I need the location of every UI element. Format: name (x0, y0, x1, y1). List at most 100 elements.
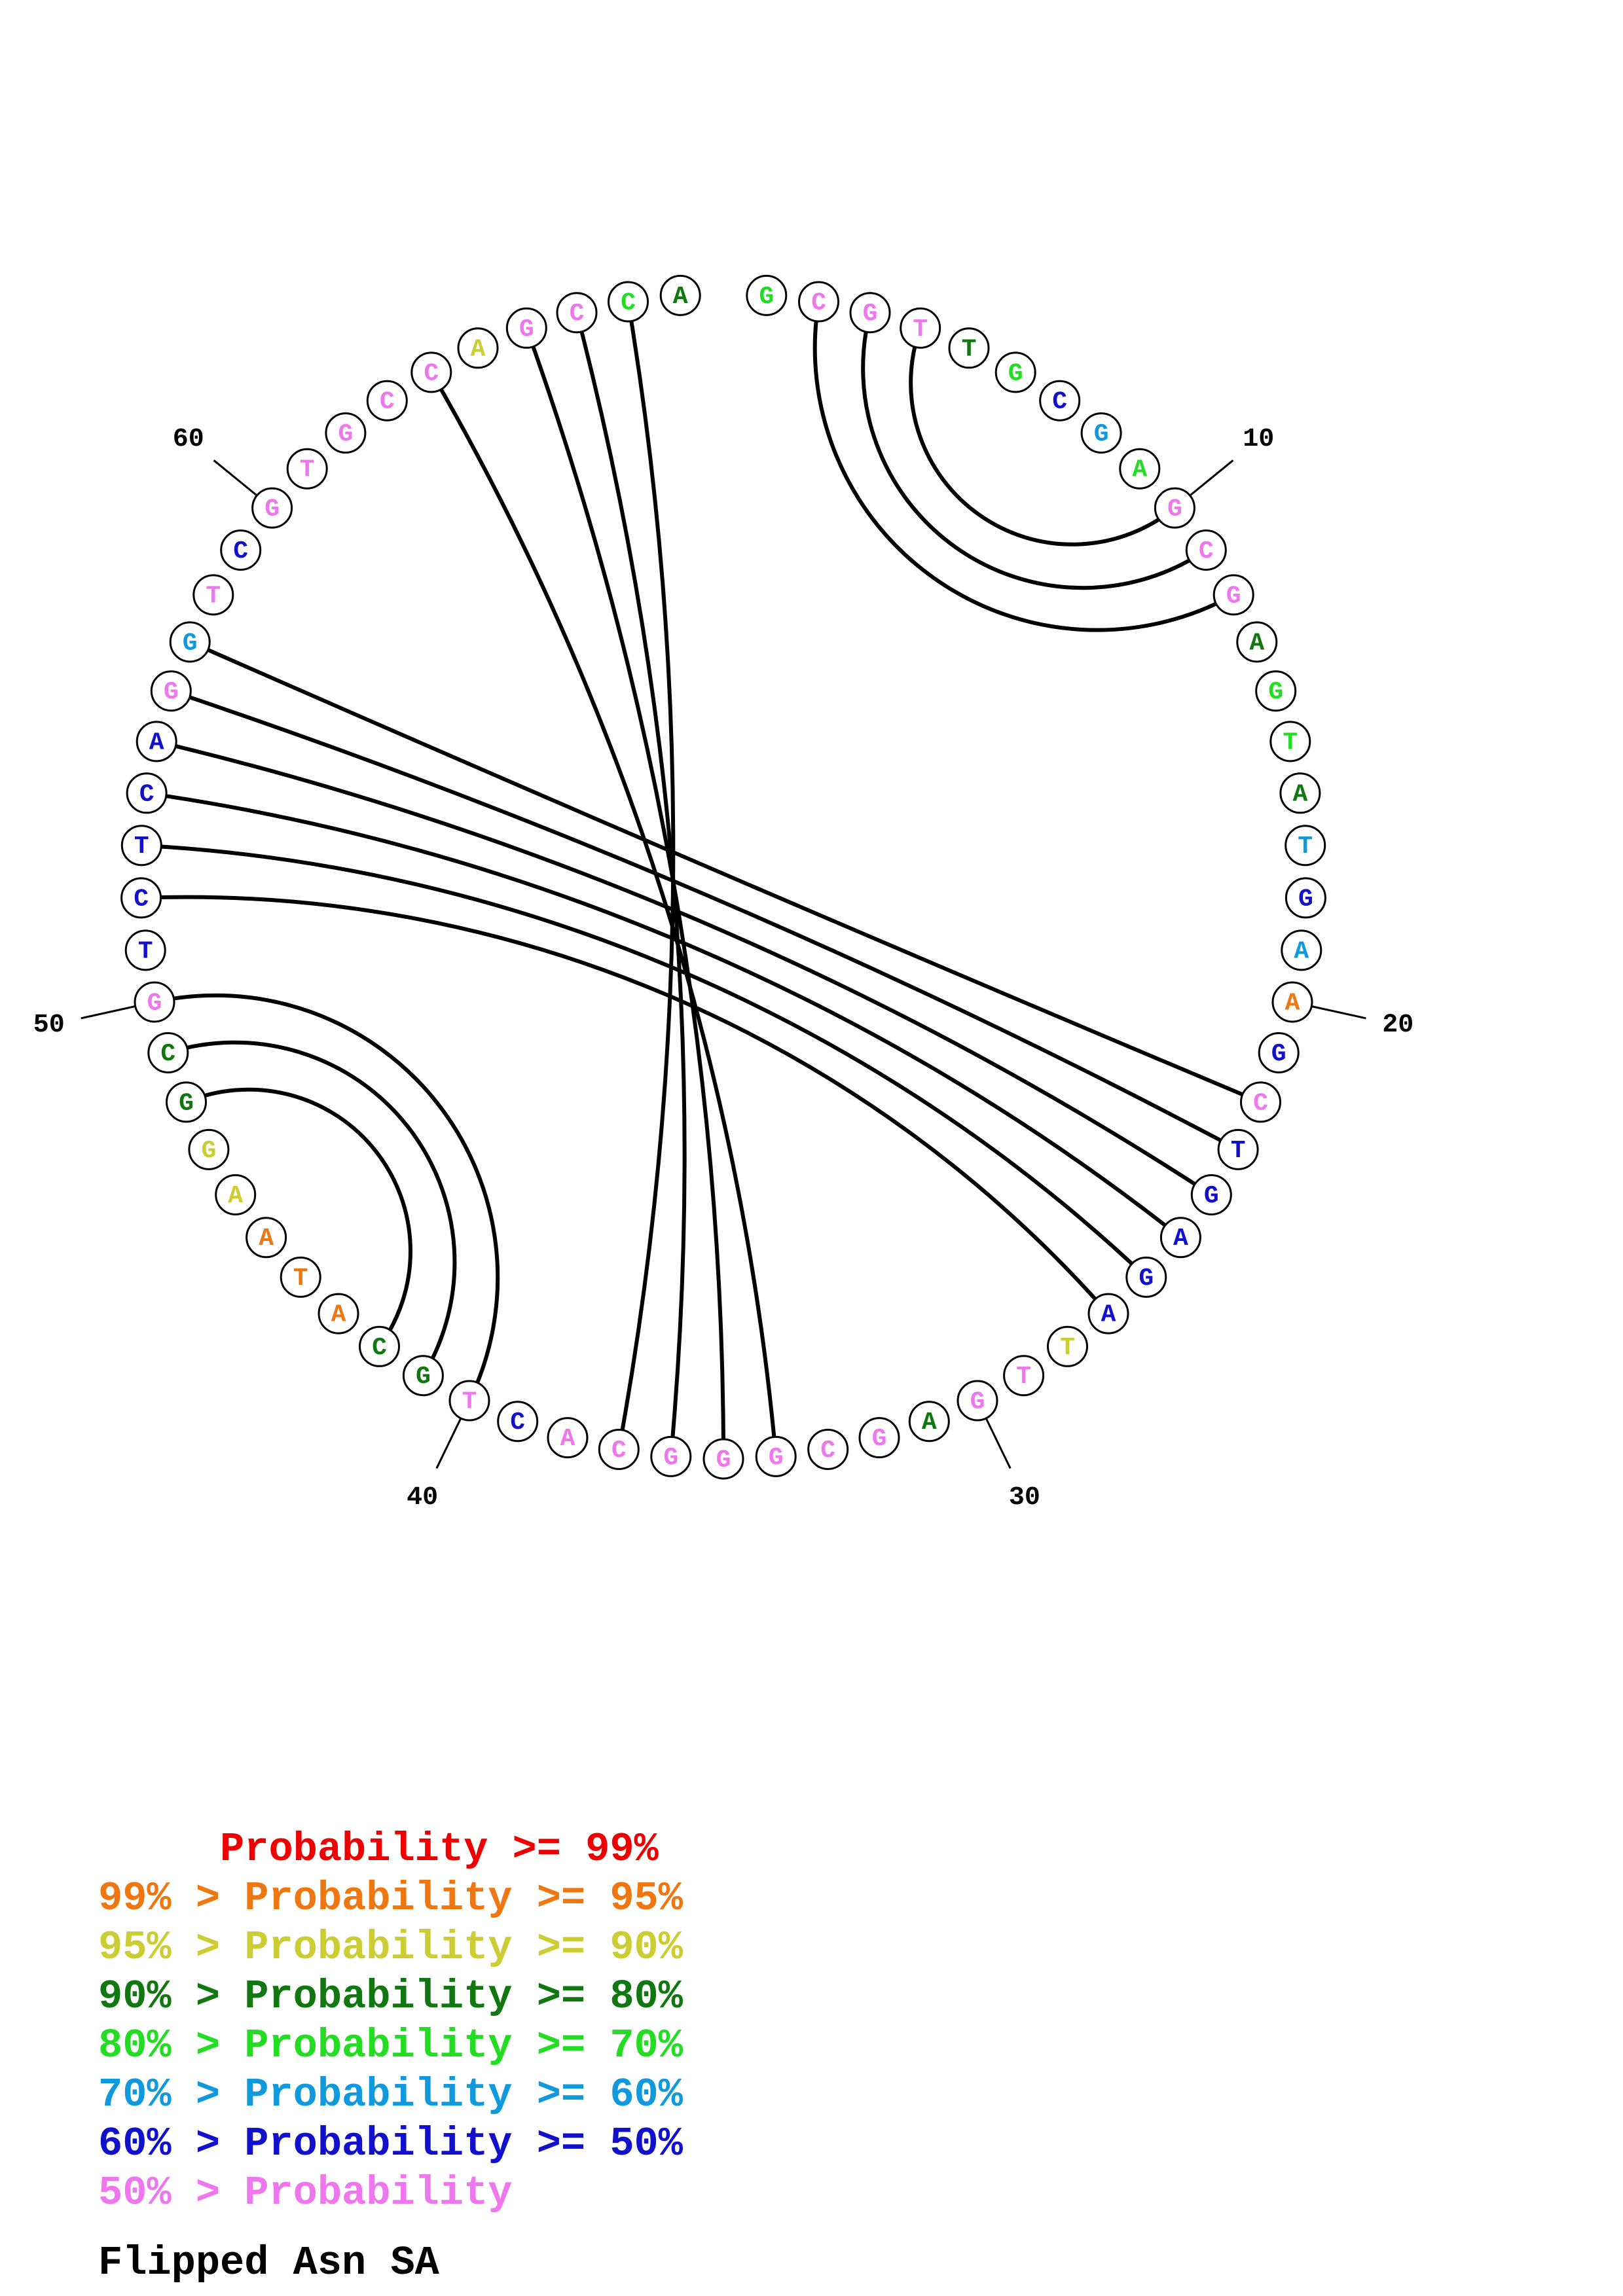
base-pair-arc-34-64 (429, 371, 778, 1457)
nucleotide-letter: A (471, 335, 486, 363)
nucleotide-letter: T (1231, 1137, 1246, 1165)
nucleotide-circle (1281, 929, 1322, 971)
nucleotide-letter: C (1253, 1089, 1268, 1117)
nucleotide-letter: T (138, 937, 153, 965)
nucleotide-circle (1039, 380, 1081, 422)
nucleotide-circle (246, 1217, 287, 1259)
nucleotide-7: C (1039, 380, 1081, 422)
base-pair-arc-36-67 (575, 312, 687, 1457)
nucleotide-19: A (1281, 929, 1322, 971)
nucleotide-letter: A (1173, 1225, 1188, 1253)
nucleotide-letter: A (1132, 456, 1147, 484)
nucleotide-33: C (807, 1429, 849, 1470)
nucleotide-letter: G (264, 495, 280, 524)
nucleotide-letter: C (611, 1437, 627, 1465)
nucleotide-57: G (169, 621, 211, 663)
nucleotide-letter: A (259, 1225, 274, 1253)
nucleotide-6: G (994, 351, 1036, 393)
nucleotide-letter: A (1101, 1301, 1116, 1329)
nucleotide-letter: C (160, 1040, 175, 1068)
nucleotide-circle (598, 1429, 640, 1470)
nucleotide-letter: T (1283, 728, 1298, 757)
nucleotide-9: A (1119, 448, 1161, 490)
nucleotide-circle (150, 670, 192, 712)
legend-entry-plow: 50% > Probability (98, 2170, 513, 2216)
nucleotide-circle (702, 1438, 744, 1480)
nucleotide-43: A (318, 1293, 359, 1335)
base-pair-arc-24-55 (156, 739, 1213, 1197)
nucleotide-letter: G (519, 315, 534, 344)
nucleotide-46: A (215, 1174, 257, 1215)
nucleotide-letter: C (1199, 537, 1214, 565)
nucleotide-54: C (126, 772, 168, 814)
nucleotide-letter: C (1052, 388, 1067, 416)
nucleotide-3: G (849, 292, 891, 334)
nucleotide-circle (746, 274, 788, 316)
base-pair-arc-4-10 (909, 327, 1176, 547)
nucleotide-circle (547, 1417, 589, 1459)
nucleotide-letter: T (134, 833, 149, 861)
nucleotide-44: T (280, 1256, 321, 1298)
nucleotide-circle (659, 274, 701, 316)
nucleotide-circle (169, 621, 211, 663)
tick-line-40 (435, 1418, 462, 1469)
nucleotide-circle (124, 929, 166, 971)
nucleotide-letter: G (147, 990, 162, 1018)
nucleotide-circle (188, 1128, 230, 1170)
nucleotide-51: T (124, 929, 166, 971)
nucleotide-letter: G (1268, 678, 1283, 706)
base-pair-arc-40-50 (154, 993, 500, 1402)
nucleotide-letter: A (1249, 629, 1264, 657)
nucleotide-letter: T (913, 315, 928, 344)
nucleotide-circle (286, 448, 328, 490)
base-pair-arc-27-52 (141, 895, 1110, 1316)
nucleotide-letter: C (424, 359, 439, 387)
nucleotide-letter: G (1139, 1265, 1154, 1293)
nucleotide-circle (948, 327, 990, 369)
nucleotide-circle (1047, 1325, 1088, 1367)
nucleotide-circle (166, 1081, 207, 1123)
nucleotide-10: G (1154, 487, 1195, 529)
nucleotide-35: G (702, 1438, 744, 1480)
legend-entry-p90: 95% > Probability >= 90% (98, 1924, 683, 1971)
nucleotide-letter: G (164, 678, 179, 706)
nucleotide-41: G (402, 1355, 444, 1397)
nucleotide-27: A (1087, 1293, 1129, 1335)
nucleotide-2: C (798, 281, 839, 323)
nucleotide-circle (556, 292, 598, 334)
nucleotide-63: C (366, 380, 408, 422)
nucleotide-circle (608, 281, 649, 323)
nucleotide-circle (1255, 670, 1297, 712)
nucleotide-69: A (659, 274, 701, 316)
nucleotide-letter: A (673, 283, 688, 311)
nucleotide-circle (366, 380, 408, 422)
nucleotide-letter: C (820, 1437, 835, 1465)
tick-label-10: 10 (1243, 425, 1274, 454)
nucleotide-letter: A (228, 1182, 243, 1210)
nucleotide-circle (402, 1355, 444, 1397)
nucleotide-letter: T (462, 1388, 477, 1416)
nucleotide-ring: G C GTTGCGAGCGAGTATGAAGCTGAGATTGAGCGGGCACT… (120, 274, 1326, 1480)
nucleotide-circle (1279, 772, 1321, 814)
nucleotide-circle (505, 307, 547, 349)
nucleotide-20: A (1271, 981, 1313, 1023)
nucleotide-letter: C (510, 1408, 525, 1437)
nucleotide-47: G (188, 1128, 230, 1170)
nucleotide-circle (1213, 574, 1254, 616)
nucleotide-circle (1271, 981, 1313, 1023)
probability-legend: Probability >= 99% 99% > Probability >= 9… (98, 1829, 884, 2287)
nucleotide-64: C (410, 351, 452, 393)
nucleotide-letter: A (149, 728, 164, 757)
nucleotide-45: A (246, 1217, 287, 1259)
nucleotide-25: A (1159, 1217, 1201, 1259)
nucleotide-circle (136, 721, 177, 762)
nucleotide-letter: A (331, 1301, 346, 1329)
nucleotide-16: A (1279, 772, 1321, 814)
nucleotide-23: T (1217, 1128, 1259, 1170)
nucleotide-letter: G (338, 420, 353, 448)
legend-entry-p50: 60% > Probability >= 50% (98, 2121, 683, 2167)
nucleotide-18: G (1285, 877, 1326, 919)
nucleotide-4: T (900, 307, 941, 349)
nucleotide-circle (448, 1380, 490, 1422)
nucleotide-letter: T (1016, 1363, 1031, 1391)
